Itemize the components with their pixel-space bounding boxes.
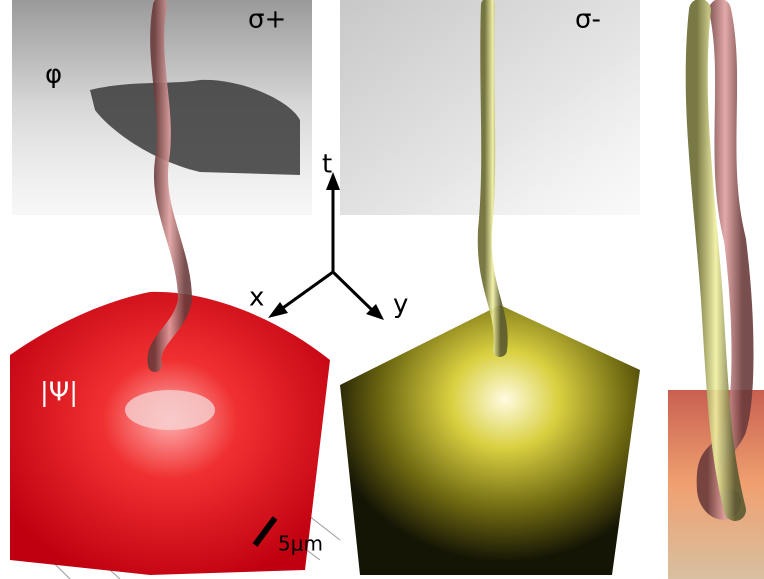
panel-label: σ- bbox=[575, 5, 601, 35]
amplitude-surface bbox=[10, 291, 330, 575]
amplitude-label: |Ψ| bbox=[40, 378, 78, 408]
vortex-tube bbox=[477, 0, 508, 357]
amplitude-surface bbox=[340, 305, 640, 575]
axes-triad bbox=[268, 172, 384, 320]
panel-label: σ+ bbox=[248, 5, 286, 35]
vortex-tube bbox=[147, 0, 193, 372]
vortex-core bbox=[125, 390, 215, 430]
scale-label: 5μm bbox=[278, 532, 323, 556]
phase-blob bbox=[90, 79, 300, 175]
axis-label: y bbox=[393, 290, 408, 320]
vortex-tube bbox=[685, 0, 746, 521]
axis-label: x bbox=[249, 283, 264, 313]
phase-label: φ bbox=[45, 60, 62, 90]
axis-label: t bbox=[322, 150, 332, 180]
scale-bar bbox=[252, 516, 278, 547]
vortex-tube bbox=[696, 0, 754, 520]
